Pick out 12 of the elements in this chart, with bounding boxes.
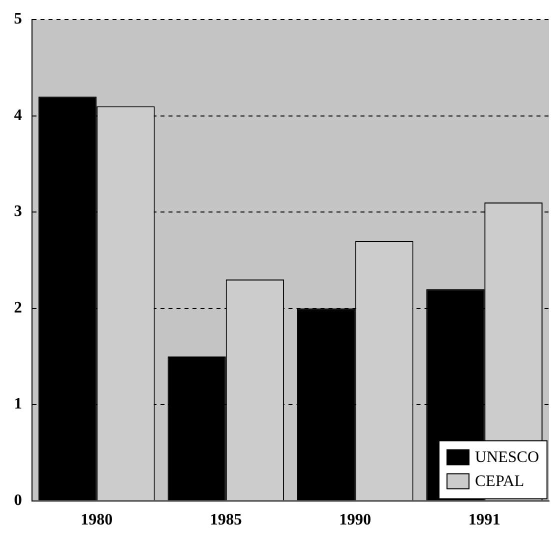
y-tick-label: 1 xyxy=(14,396,22,413)
legend-label: UNESCO xyxy=(474,449,540,466)
x-tick-label: 1980 xyxy=(80,512,113,529)
x-tick-label: 1990 xyxy=(339,512,372,529)
y-tick-label: 3 xyxy=(14,203,22,220)
y-tick-label: 2 xyxy=(14,299,22,316)
y-tick-label: 5 xyxy=(14,10,22,28)
y-tick-label: 4 xyxy=(14,106,22,124)
x-tick-label: 1991 xyxy=(468,512,500,529)
y-tick-label: 0 xyxy=(14,492,22,509)
x-tick-label: 1985 xyxy=(210,512,242,529)
legend-label: CEPAL xyxy=(474,473,524,490)
